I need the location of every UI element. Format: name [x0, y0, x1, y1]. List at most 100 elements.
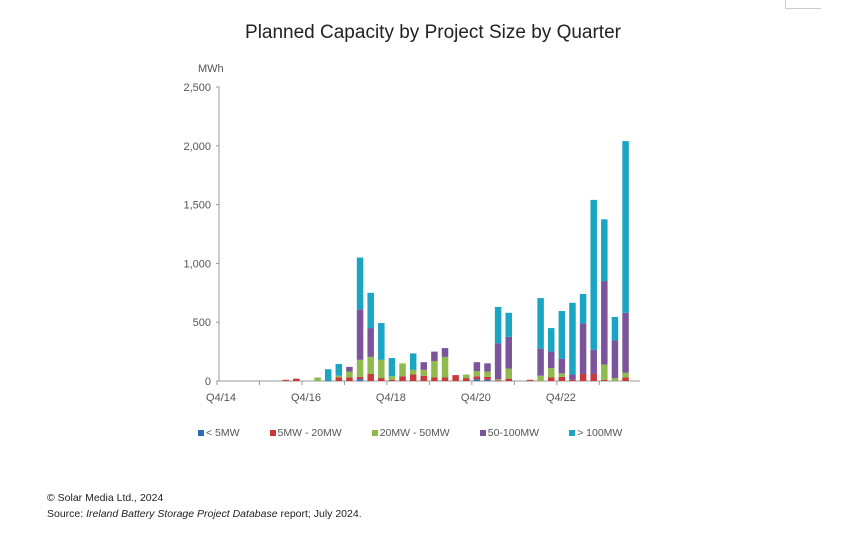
bar-segment	[431, 351, 438, 362]
bars	[282, 141, 629, 382]
bar-segment	[537, 298, 544, 349]
y-tick-label: 2,500	[183, 82, 211, 94]
bar-segment	[558, 311, 566, 359]
bar-segment	[622, 377, 629, 381]
bar-stack	[293, 378, 300, 381]
bar-segment	[473, 379, 481, 381]
bar-segment	[473, 376, 481, 380]
bar-stack	[346, 366, 353, 381]
bar-segment	[484, 371, 491, 377]
legend-item: > 100MW	[569, 427, 622, 439]
legend-label: 5MW - 20MW	[277, 427, 342, 439]
legend-swatch	[371, 430, 378, 436]
bar-stack	[569, 302, 576, 381]
legend-swatch	[479, 430, 486, 436]
bar-segment	[378, 378, 385, 381]
bar-segment	[441, 356, 449, 378]
bar-segment	[420, 375, 428, 381]
bar-segment	[590, 373, 597, 381]
bar-segment	[367, 328, 374, 357]
bar-segment	[431, 377, 438, 381]
bar-segment	[558, 358, 566, 374]
bar-segment	[463, 378, 470, 381]
bar-segment	[388, 379, 396, 381]
y-axis-label: MWh	[198, 63, 224, 75]
bar-stack	[335, 363, 343, 381]
bar-segment	[547, 368, 555, 378]
bar-segment	[324, 369, 332, 381]
bar-segment	[335, 363, 343, 376]
legend-item: 5MW - 20MW	[269, 427, 342, 439]
bar-segment	[420, 369, 428, 376]
bar-stack	[505, 312, 512, 381]
bar-segment	[494, 379, 502, 381]
bar-stack	[314, 377, 321, 381]
bar-segment	[356, 257, 364, 310]
bar-segment	[611, 340, 619, 379]
axes: 0 500 1,000 1,500 2,000 2,500 Q4/14 Q4/16 Q4/18 Q…	[183, 82, 640, 404]
bar-segment	[494, 306, 502, 344]
bar-segment	[378, 323, 385, 360]
y-tick-label: 2,000	[183, 141, 211, 153]
bar-stack	[409, 353, 417, 381]
bar-segment	[367, 373, 374, 381]
bar-segment	[622, 312, 629, 373]
bar-stack	[388, 358, 396, 381]
bar-segment	[622, 372, 629, 378]
y-tick-label: 1,000	[183, 258, 211, 270]
bar-segment	[537, 348, 544, 376]
bar-stack	[537, 298, 544, 381]
x-tick-label: Q4/18	[376, 392, 406, 404]
bar-segment	[601, 281, 608, 365]
bar-segment	[399, 363, 406, 377]
source-prefix: Source:	[47, 508, 87, 520]
bar-segment	[388, 358, 396, 377]
bar-segment	[441, 348, 449, 357]
bar-segment	[558, 376, 566, 381]
x-tick-label: Q4/16	[291, 392, 321, 404]
legend-swatch	[269, 430, 276, 436]
bar-segment	[601, 364, 608, 380]
source-title: Ireland Battery Storage Project Database	[86, 508, 278, 520]
legend-item: 50-100MW	[479, 427, 539, 439]
bar-segment	[409, 369, 417, 375]
bar-segment	[505, 368, 512, 379]
bar-stack	[431, 351, 438, 381]
copyright-text: © Solar Media Ltd., 2024	[47, 492, 164, 504]
bar-stack	[526, 379, 534, 381]
bar-segment	[356, 359, 364, 377]
bar-segment	[484, 363, 491, 372]
legend-label: > 100MW	[577, 427, 623, 439]
bar-stack	[473, 362, 481, 381]
bar-segment	[452, 375, 459, 381]
bar-segment	[505, 336, 512, 369]
bar-segment	[579, 323, 587, 374]
chart-title: Planned Capacity by Project Size by Quar…	[245, 22, 621, 43]
bar-segment	[537, 375, 544, 381]
bar-stack	[324, 369, 332, 382]
bar-stack	[282, 379, 289, 381]
legend-item: < 5MW	[198, 427, 240, 439]
stacked-bar-chart: 0 500 1,000 1,500 2,000 2,500 Q4/14 Q4/16 Q4/18 Q…	[183, 63, 640, 404]
bar-segment	[601, 219, 608, 282]
bar-segment	[494, 380, 502, 382]
bar-segment	[547, 377, 555, 381]
bar-segment	[346, 366, 353, 372]
legend-swatch	[569, 430, 576, 436]
bar-segment	[505, 378, 512, 381]
bar-stack	[378, 323, 385, 381]
x-tick-label: Q4/14	[206, 392, 236, 404]
bar-segment	[346, 377, 353, 381]
bar-segment	[409, 353, 417, 370]
bar-stack	[484, 363, 491, 381]
bar-segment	[463, 374, 470, 379]
bar-segment	[314, 377, 321, 381]
bar-segment	[324, 380, 332, 382]
bar-stack	[494, 306, 502, 382]
bar-segment	[388, 376, 396, 380]
bar-segment	[356, 309, 364, 360]
bar-segment	[367, 356, 374, 374]
footer: © Solar Media Ltd., 2024 Source: Ireland…	[47, 490, 362, 522]
bar-stack	[420, 362, 428, 381]
bar-segment	[473, 362, 481, 372]
